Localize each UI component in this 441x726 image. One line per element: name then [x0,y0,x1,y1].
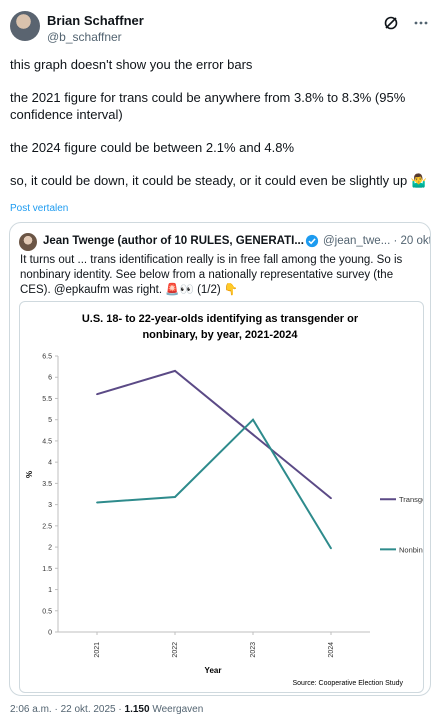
quote-handle-date: @jean_twe... · 20 okt. [323,235,431,247]
y-tick-label: 4.5 [42,438,52,445]
chart-title-line-2: nonbinary, by year, 2021-2024 [142,329,298,341]
data-point-transgender [252,433,254,436]
post-line: the 2021 figure for trans could be anywh… [10,90,406,122]
series-line-transgender [96,369,332,500]
quote-header: Jean Twenge (author of 10 RULES, GENERAT… [19,233,430,253]
post-line: this graph doesn't show you the error ba… [10,57,253,72]
y-tick-label: 2 [48,545,52,552]
y-tick-label: 6.5 [42,354,52,361]
y-axis-label: % [25,471,34,478]
y-tick-label: 1 [48,587,52,594]
quote-text: It turns out ... trans identification re… [20,254,403,296]
data-point-transgender [174,369,176,372]
x-tick-label: 2022 [172,642,179,658]
post-line: the 2024 figure could be between 2.1% an… [10,140,295,155]
post-line: so, it could be down, it could be steady… [10,173,428,188]
chart-title-line-1: U.S. 18- to 22-year-olds identifying as … [82,313,359,325]
x-tick-label: 2024 [328,642,335,658]
y-tick-label: 5.5 [42,396,52,403]
post-timestamp[interactable]: 2:06 a.m. · 22 okt. 2025 · [10,704,125,715]
y-tick-label: 2.5 [42,523,52,530]
y-tick-label: 0.5 [42,608,52,615]
post-header: Brian Schaffner @b_schaffner [10,11,431,47]
quote-author-name[interactable]: Jean Twenge (author of 10 RULES, GENERAT… [43,235,304,247]
y-tick-label: 3.5 [42,481,52,488]
y-tick-label: 1.5 [42,566,52,573]
y-tick-label: 3 [48,502,52,509]
views-label: Weergaven [149,704,204,715]
post-footer: 2:06 a.m. · 22 okt. 2025 · 1.150 Weergav… [10,704,203,715]
data-point-transgender [96,393,98,396]
more-icon[interactable] [411,13,431,33]
y-tick-label: 4 [48,460,52,467]
chart-image: U.S. 18- to 22-year-olds identifying as … [19,301,424,693]
data-point-nonbinary [96,501,98,504]
y-tick-label: 6 [48,375,52,382]
x-axis-label: Year [205,666,222,675]
chart-source: Source: Cooperative Election Study [292,680,403,687]
legend-label: Nonbinary [399,545,423,554]
quoted-post[interactable]: Jean Twenge (author of 10 RULES, GENERAT… [9,222,431,696]
author-handle[interactable]: @b_schaffner [47,30,122,44]
verified-badge-icon [305,234,319,248]
author-name[interactable]: Brian Schaffner [47,13,144,28]
data-point-nonbinary [252,418,254,421]
line-chart: U.S. 18- to 22-year-olds identifying as … [25,313,423,687]
series-line-nonbinary [96,418,332,549]
post-text: this graph doesn't show you the error ba… [10,56,430,205]
author-avatar[interactable] [10,11,40,41]
views-count: 1.150 [124,704,150,715]
x-tick-label: 2021 [94,642,101,658]
quote-avatar[interactable] [19,233,37,251]
data-point-nonbinary [330,547,332,550]
data-point-transgender [330,497,332,500]
x-tick-label: 2023 [250,642,257,658]
y-tick-label: 5 [48,417,52,424]
data-point-nonbinary [174,496,176,498]
grok-icon[interactable] [381,13,401,33]
header-actions [381,13,431,33]
translate-post-link[interactable]: Post vertalen [10,203,69,214]
y-tick-label: 0 [48,630,52,637]
legend-label: Transgender [399,495,423,504]
